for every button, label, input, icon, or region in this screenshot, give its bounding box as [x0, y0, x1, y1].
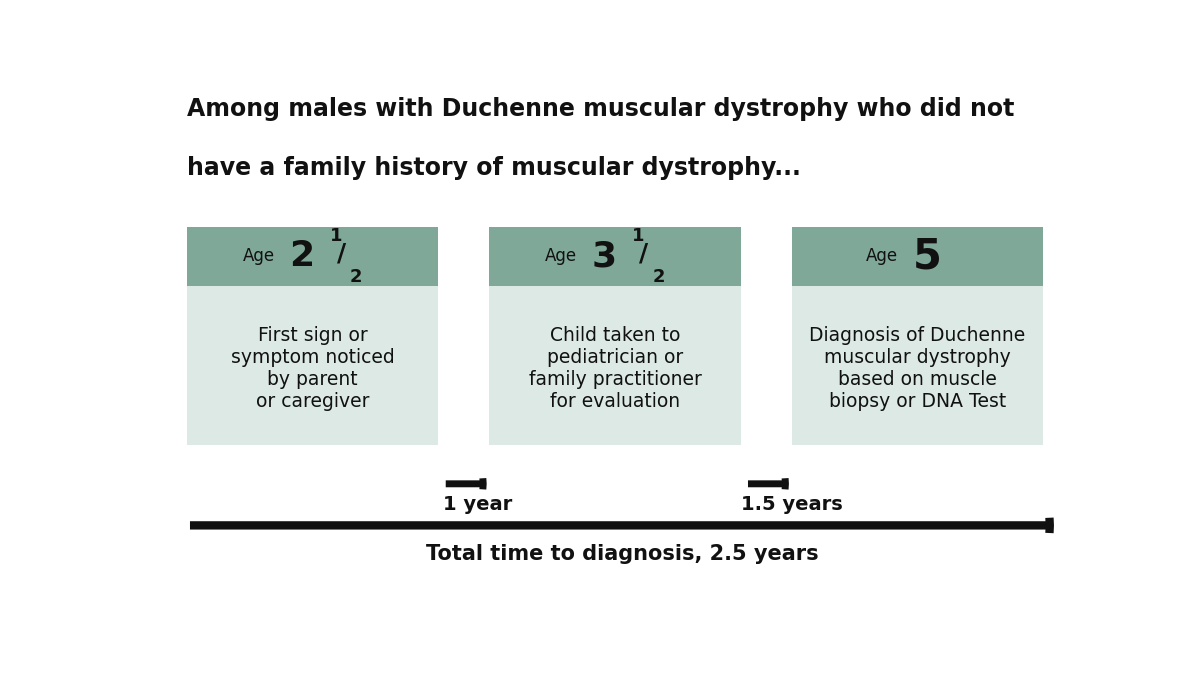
Text: Age: Age [866, 248, 899, 265]
Text: 1: 1 [330, 227, 342, 245]
Bar [792, 227, 1043, 445]
Text: have a family history of muscular dystrophy...: have a family history of muscular dystro… [187, 157, 802, 180]
Text: 3: 3 [592, 240, 617, 273]
Text: Total time to diagnosis, 2.5 years: Total time to diagnosis, 2.5 years [426, 544, 818, 564]
Text: Diagnosis of Duchenne
muscular dystrophy
based on muscle
biopsy or DNA Test: Diagnosis of Duchenne muscular dystrophy… [809, 326, 1025, 411]
Bar [490, 227, 740, 445]
Text: Age: Age [242, 248, 275, 265]
Text: /: / [640, 242, 648, 266]
Bar [187, 227, 438, 286]
Text: 2: 2 [350, 268, 362, 286]
Text: 2: 2 [653, 268, 665, 286]
Text: 1: 1 [631, 227, 644, 245]
Bar [490, 227, 740, 286]
Text: /: / [337, 242, 346, 266]
Text: Age: Age [545, 248, 577, 265]
Text: Child taken to
pediatrician or
family practitioner
for evaluation: Child taken to pediatrician or family pr… [528, 326, 702, 411]
Bar [792, 227, 1043, 286]
Text: 5: 5 [912, 236, 942, 277]
Text: First sign or
symptom noticed
by parent
or caregiver: First sign or symptom noticed by parent … [230, 326, 395, 411]
Text: 1 year: 1 year [443, 495, 512, 514]
Bar [187, 227, 438, 445]
Text: 2: 2 [289, 240, 314, 273]
Text: 1.5 years: 1.5 years [742, 495, 844, 514]
Text: Among males with Duchenne muscular dystrophy who did not: Among males with Duchenne muscular dystr… [187, 97, 1014, 121]
